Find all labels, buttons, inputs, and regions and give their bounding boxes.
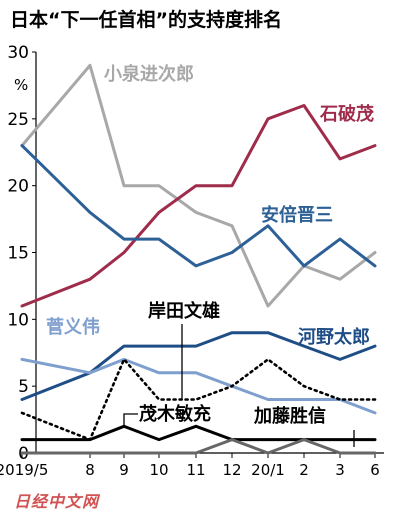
series-label-suga: 菅义伟 [46, 316, 100, 338]
series-line-motegi [20, 424, 377, 442]
x-tick-label: 6 [370, 461, 380, 479]
series-label-motegi: 茂木敏充 [139, 403, 211, 425]
series-label-kato: 加藤胜信 [253, 405, 326, 427]
watermark: 日经中文网 [14, 492, 100, 511]
y-tick-label: 10 [7, 310, 29, 330]
x-tick-label: 2019/5 [0, 461, 48, 479]
y-tick-label: 5 [18, 377, 29, 397]
x-tick-label: 12 [222, 461, 241, 479]
y-tick-label: 25 [7, 110, 29, 130]
chart-title: 日本“下一任首相”的支持度排名 [10, 8, 282, 31]
y-axis-unit: % [14, 76, 28, 94]
series-label-kono: 河野太郎 [298, 326, 370, 348]
series-label-kishida: 岸田文雄 [148, 300, 220, 322]
series-line-koizumi [20, 63, 377, 308]
x-tick-label: 10 [149, 461, 168, 479]
leader-motegi [123, 413, 138, 426]
x-tick-label: 2 [299, 461, 309, 479]
series-line-kato [20, 438, 377, 455]
y-tick-label: 20 [7, 177, 29, 197]
series-line-ishiba [20, 104, 377, 308]
x-tick-label: 8 [85, 461, 95, 479]
series-line-kono [20, 331, 377, 401]
series-line-abe [20, 144, 377, 268]
x-tick-label: 9 [119, 461, 129, 479]
series-line-suga [20, 357, 377, 415]
y-tick-label: 15 [7, 244, 29, 264]
y-tick-label: 30 [7, 43, 29, 63]
series-label-abe: 安倍晋三 [261, 204, 333, 226]
series-layer [20, 63, 377, 455]
x-tick-label: 11 [186, 461, 205, 479]
series-line-kishida [20, 358, 377, 441]
x-tick-label: 20/1 [251, 461, 285, 479]
x-tick-label: 3 [335, 461, 345, 479]
series-label-ishiba: 石破茂 [319, 103, 374, 125]
series-label-koizumi: 小泉进次郎 [104, 63, 194, 85]
